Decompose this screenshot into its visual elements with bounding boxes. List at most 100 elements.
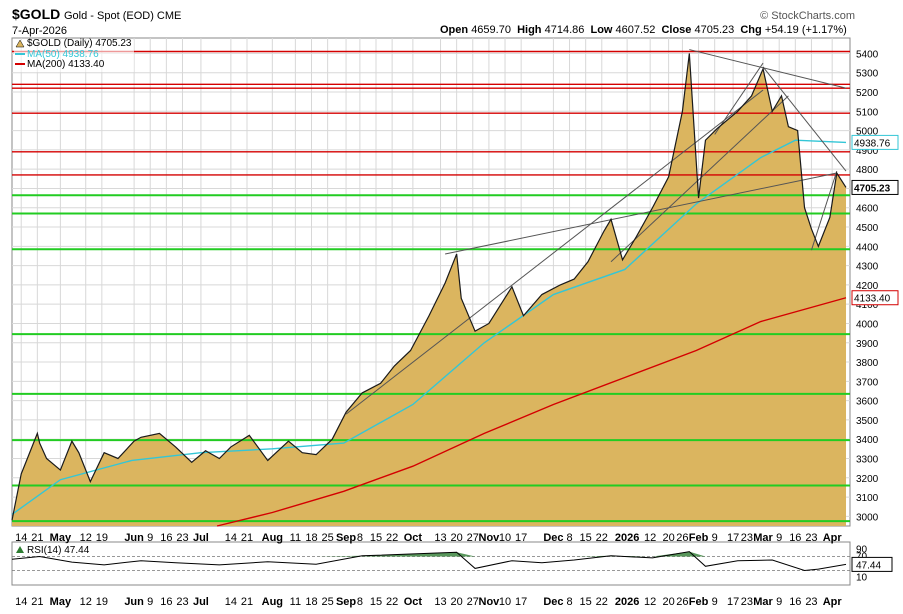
trend-line [610, 95, 789, 263]
x-tick-label-bottom: 15 [580, 596, 592, 608]
trend-line [689, 49, 847, 89]
x-tick-label: Apr [823, 532, 843, 544]
x-tick-label: 8 [566, 532, 572, 544]
trend-line [810, 170, 838, 251]
x-tick-label-bottom: 9 [712, 596, 718, 608]
x-tick-label-bottom: 11 [290, 596, 301, 608]
x-tick-label: 16 [160, 532, 172, 544]
x-tick-label: Jul [193, 532, 209, 544]
x-tick-label: 23 [805, 532, 817, 544]
price-area-fill [12, 53, 846, 526]
high-value: 4714.86 [544, 24, 585, 36]
open-value: 4659.70 [471, 24, 511, 36]
legend-background [14, 40, 134, 72]
ma50-value-tag-box [851, 134, 899, 150]
rsi-line [11, 551, 847, 572]
open-label: Open [440, 24, 469, 36]
x-tick-label-bottom: 21 [241, 596, 253, 608]
x-tick-label: Sep [336, 532, 356, 544]
y-tick-label: 3800 [856, 358, 879, 369]
price-value-tag: 4705.23 [854, 183, 891, 194]
x-tick-label-bottom: 13 [434, 596, 446, 608]
x-tick-label: 15 [580, 532, 592, 544]
ma50-value-tag: 4938.76 [854, 138, 891, 149]
high-label: High [517, 24, 542, 36]
x-tick-label: 27 [467, 532, 479, 544]
x-tick-label-bottom: 12 [644, 596, 656, 608]
y-tick-label: 3400 [856, 435, 879, 446]
x-tick-label: 21 [241, 532, 253, 544]
x-tick-label-bottom: 2026 [615, 596, 639, 608]
change-value: +54.19 (+1.17%) [764, 24, 847, 36]
quote-date: 7-Apr-2026 [12, 25, 68, 37]
x-tick-label-bottom: Aug [262, 596, 283, 608]
low-label: Low [590, 24, 613, 36]
y-tick-label: 5000 [856, 127, 879, 138]
y-tick-label: 4100 [856, 300, 879, 311]
x-tick-label-bottom: Jul [193, 596, 209, 608]
close-label: Close [661, 24, 692, 36]
x-tick-label-bottom: 9 [147, 596, 153, 608]
price-line [11, 53, 847, 521]
x-tick-label: 20 [662, 532, 674, 544]
rsi-legend-background [14, 543, 110, 555]
rsi-y-tick-label: 90 [856, 545, 868, 556]
y-tick-label: 5100 [856, 107, 879, 118]
quote-summary: Open 4659.70 High 4714.86 Low 4607.52 Cl… [440, 24, 847, 36]
y-tick-label: 5400 [856, 49, 879, 60]
x-tick-label: 22 [386, 532, 398, 544]
y-tick-label: 4500 [856, 223, 879, 234]
x-tick-label: 23 [176, 532, 188, 544]
y-tick-label: 4600 [856, 204, 879, 215]
trend-line [445, 172, 837, 255]
trend-line [345, 89, 764, 415]
y-tick-label: 3100 [856, 493, 879, 504]
x-tick-label: Dec [543, 532, 563, 544]
rsi-panel-frame [11, 541, 851, 586]
x-tick-label-bottom: 14 [15, 596, 27, 608]
x-tick-label-bottom: 17 [727, 596, 739, 608]
x-tick-label: 15 [370, 532, 382, 544]
y-tick-label: 5300 [856, 69, 879, 80]
x-tick-label-bottom: 16 [789, 596, 801, 608]
instrument-description: Gold - Spot (EOD) CME [64, 10, 182, 22]
x-tick-label: 8 [357, 532, 363, 544]
rsi-value-tag: 47.44 [856, 560, 881, 571]
y-tick-label: 3300 [856, 454, 879, 465]
x-tick-label: 18 [305, 532, 317, 544]
x-tick-label-bottom: 17 [515, 596, 527, 608]
x-tick-label-bottom: Jun [124, 596, 144, 608]
x-tick-label-bottom: 9 [776, 596, 782, 608]
x-tick-label-bottom: 18 [305, 596, 317, 608]
x-tick-label-bottom: 12 [80, 596, 92, 608]
x-tick-label: 10 [499, 532, 511, 544]
close-value: 4705.23 [694, 24, 735, 36]
x-tick-label-bottom: 8 [357, 596, 363, 608]
price-value-tag-box [851, 179, 899, 195]
x-tick-label: 21 [31, 532, 43, 544]
ma200-value-tag-box [851, 290, 899, 306]
ma50-line [11, 139, 847, 515]
x-tick-label: 12 [644, 532, 656, 544]
y-tick-label: 5200 [856, 88, 879, 99]
rsi-legend: RSI(14) 47.44 [27, 545, 90, 556]
x-tick-label: 16 [789, 532, 801, 544]
legend-ma200: MA(200) 4133.40 [27, 59, 105, 70]
rsi-overbought-fill [12, 551, 846, 557]
x-tick-label-bottom: 22 [386, 596, 398, 608]
y-tick-label: 3600 [856, 397, 879, 408]
x-tick-label: 11 [290, 532, 301, 544]
rsi-legend-swatch [16, 546, 24, 553]
x-tick-label-bottom: 20 [451, 596, 463, 608]
x-tick-label: 25 [322, 532, 334, 544]
x-tick-label-bottom: Dec [543, 596, 563, 608]
x-tick-label-bottom: 8 [566, 596, 572, 608]
ma200-line [216, 297, 847, 527]
trend-line [714, 62, 764, 135]
x-tick-label: Jun [124, 532, 144, 544]
x-tick-label-bottom: 23 [741, 596, 753, 608]
x-tick-label: 9 [712, 532, 718, 544]
x-tick-label: 9 [776, 532, 782, 544]
y-tick-label: 3200 [856, 474, 879, 485]
